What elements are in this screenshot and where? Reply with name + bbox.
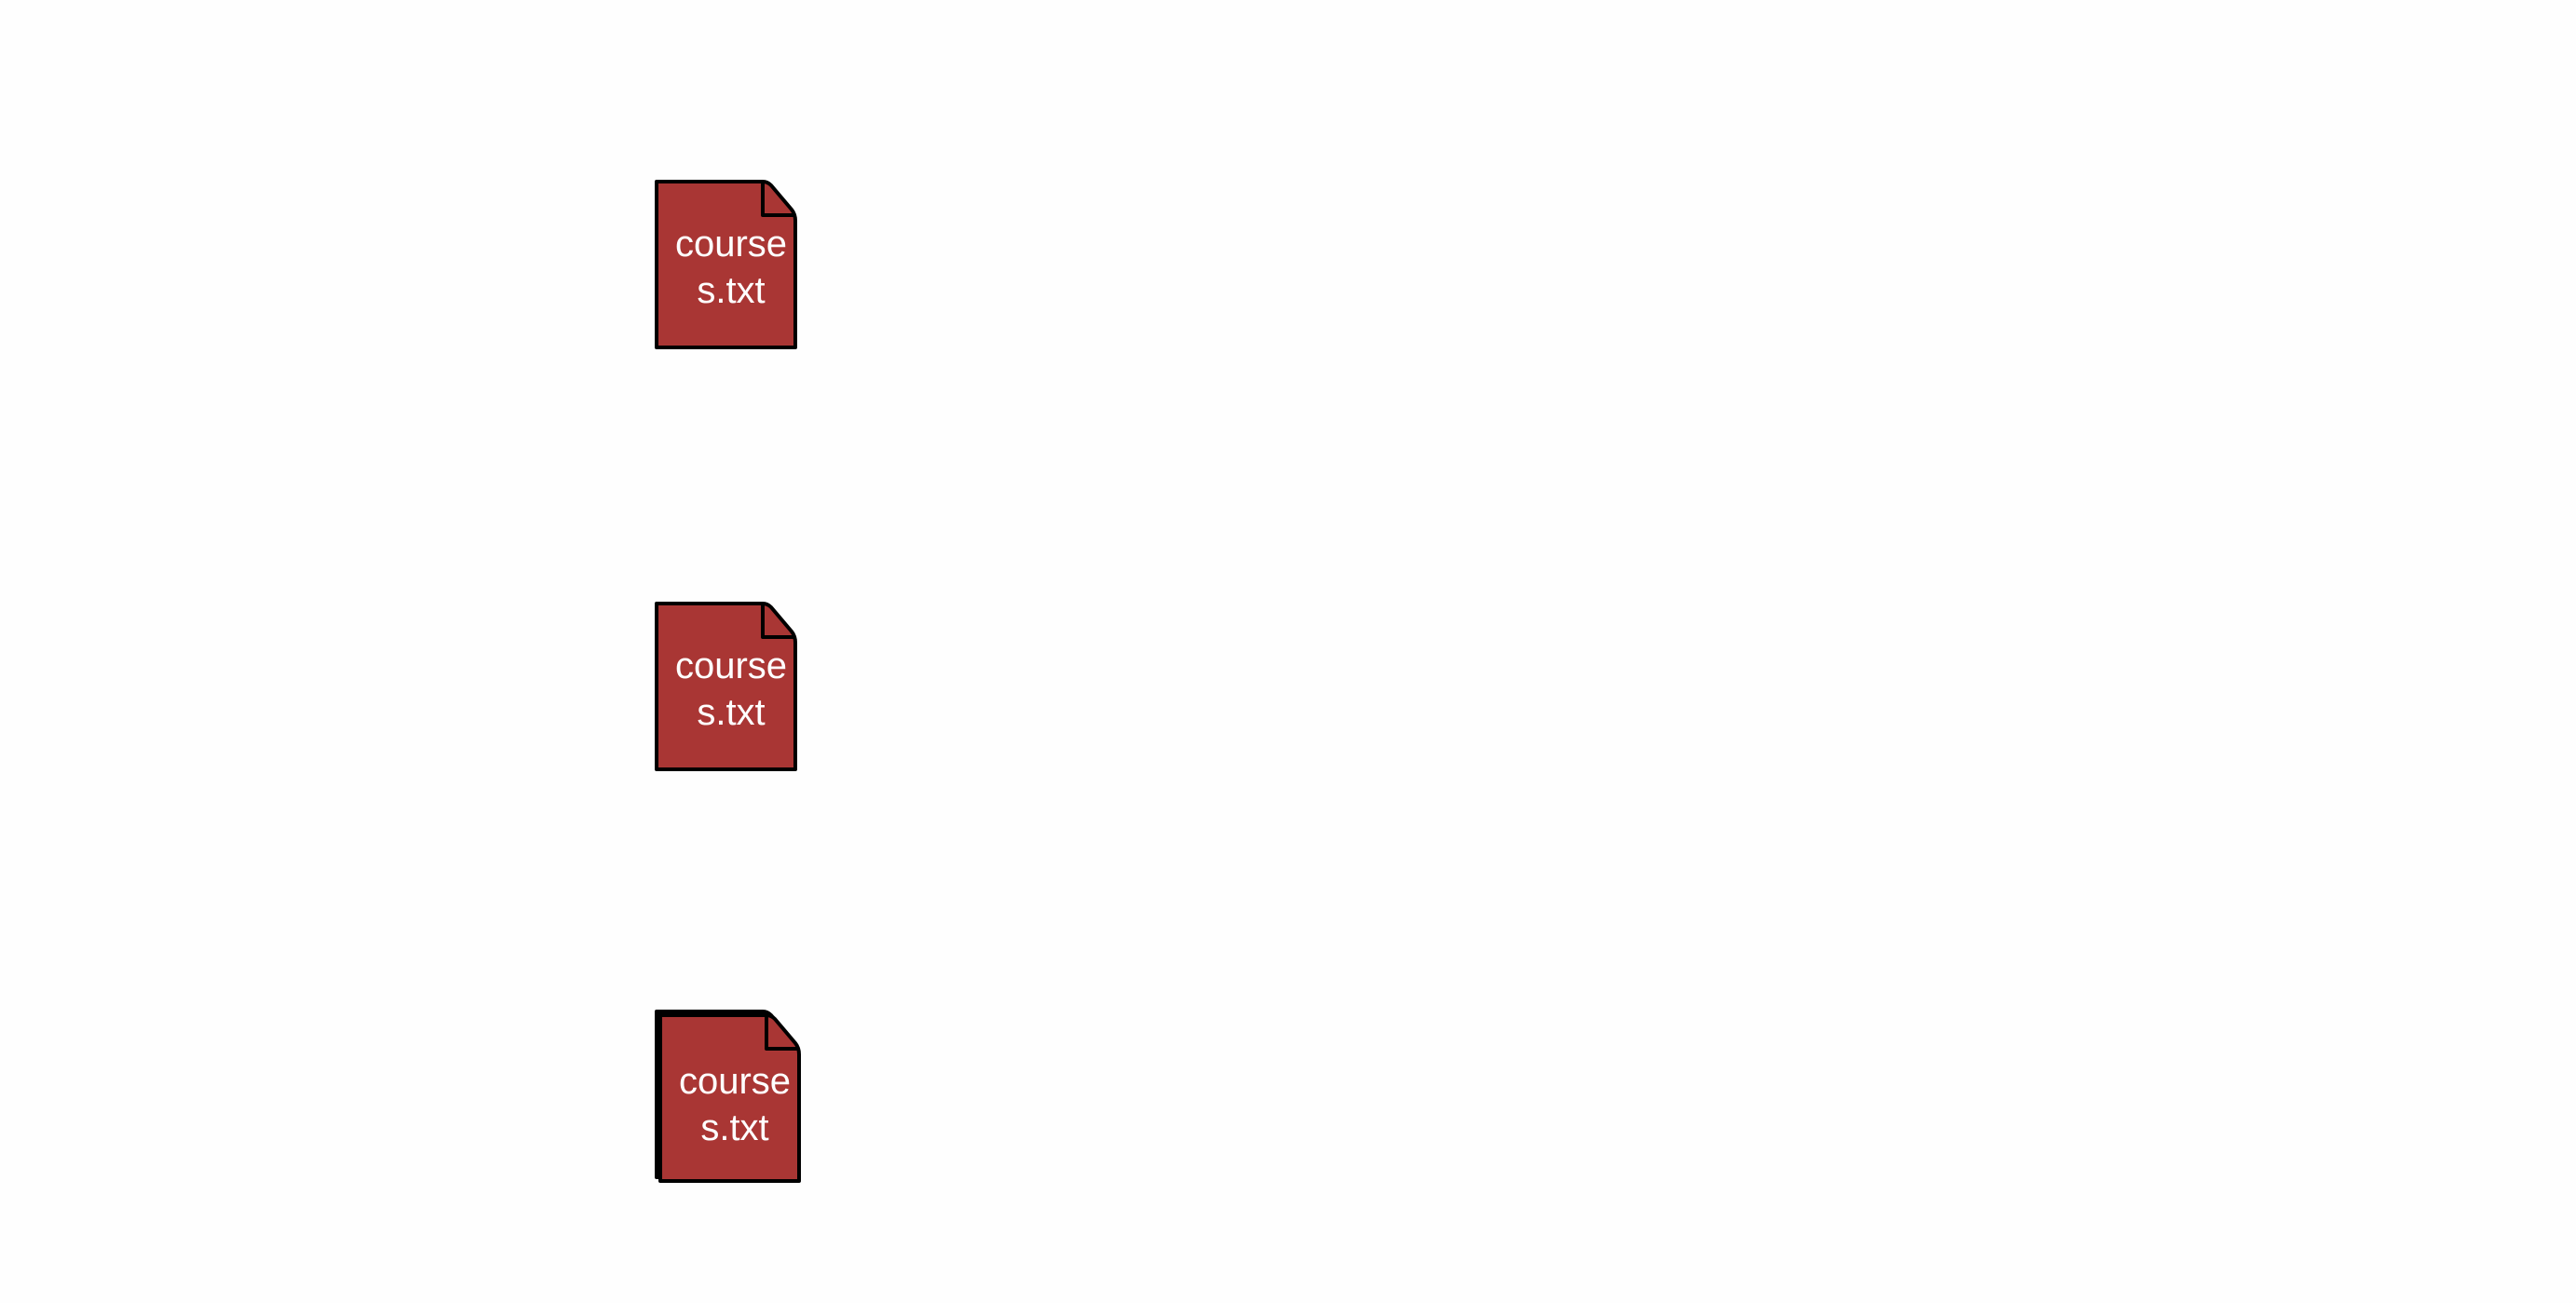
document-icon: [655, 602, 797, 771]
file-node-courses-3[interactable]: courses.txt: [655, 1010, 820, 1194]
stacked-document-icon: [655, 1010, 801, 1183]
file-name-label: courses.txt: [674, 645, 788, 733]
file-name-label: courses.txt: [678, 1061, 792, 1148]
file-node-courses-1[interactable]: courses.txt: [655, 180, 820, 364]
file-node-courses-2[interactable]: courses.txt: [655, 602, 820, 786]
file-name-label: courses.txt: [674, 224, 788, 311]
document-icon: [655, 180, 797, 349]
